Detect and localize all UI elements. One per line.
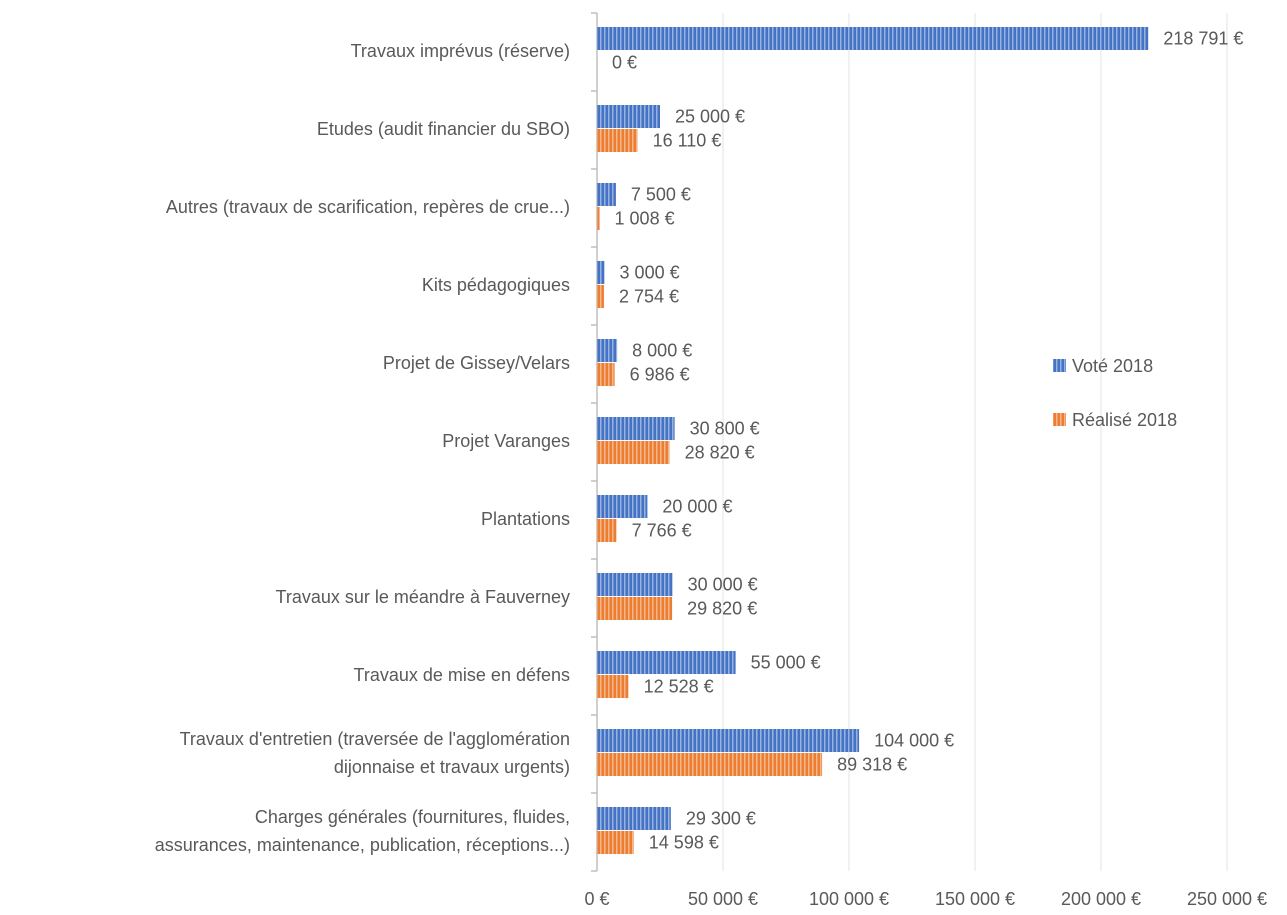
legend-swatch <box>1053 413 1066 426</box>
bar <box>597 831 634 854</box>
data-label: 8 000 € <box>632 340 692 360</box>
legend-swatch <box>1053 359 1066 372</box>
data-label: 28 820 € <box>685 442 755 462</box>
data-label: 55 000 € <box>751 652 821 672</box>
y-tick-label: Charges générales (fournitures, fluides,… <box>155 807 570 855</box>
data-label: 7 500 € <box>631 184 691 204</box>
y-tick-label: Plantations <box>481 509 570 529</box>
legend-label: Voté 2018 <box>1072 356 1153 376</box>
data-label: 20 000 € <box>662 496 732 516</box>
data-label: 89 318 € <box>837 754 907 774</box>
bar <box>597 129 638 152</box>
data-label: 218 791 € <box>1163 28 1243 48</box>
data-label: 7 766 € <box>632 520 692 540</box>
bar <box>597 183 616 206</box>
y-tick-label: Autres (travaux de scarification, repère… <box>166 197 570 217</box>
x-tick-label: 200 000 € <box>1061 889 1141 909</box>
data-label: 29 820 € <box>687 598 757 618</box>
data-label: 2 754 € <box>619 286 679 306</box>
bar <box>597 651 736 674</box>
bar <box>597 519 617 542</box>
bar <box>597 285 604 308</box>
bar <box>597 207 600 230</box>
y-tick-label: Travaux sur le méandre à Fauverney <box>276 587 570 607</box>
y-tick-label: Projet Varanges <box>442 431 570 451</box>
data-label: 16 110 € <box>653 130 722 150</box>
data-label: 3 000 € <box>620 262 680 282</box>
data-label: 30 000 € <box>688 574 758 594</box>
bar <box>597 597 673 620</box>
data-label: 104 000 € <box>874 730 954 750</box>
x-tick-label: 0 € <box>584 889 609 909</box>
data-label: 6 986 € <box>630 364 690 384</box>
x-tick-label: 50 000 € <box>688 889 758 909</box>
x-tick-label: 100 000 € <box>809 889 889 909</box>
data-label: 30 800 € <box>690 418 760 438</box>
bar <box>597 675 629 698</box>
bar <box>597 417 675 440</box>
data-label: 14 598 € <box>649 832 719 852</box>
y-tick-label: Projet de Gissey/Velars <box>383 353 570 373</box>
data-label: 12 528 € <box>644 676 714 696</box>
x-tick-label: 150 000 € <box>935 889 1015 909</box>
legend-label: Réalisé 2018 <box>1072 410 1177 430</box>
x-tick-label: 250 000 € <box>1187 889 1267 909</box>
bar <box>597 261 605 284</box>
bar <box>597 105 660 128</box>
y-tick-label: Travaux imprévus (réserve) <box>351 41 570 61</box>
bar <box>597 573 673 596</box>
y-tick-label: Etudes (audit financier du SBO) <box>317 119 570 139</box>
data-label: 0 € <box>612 52 637 72</box>
bar <box>597 729 860 752</box>
data-label: 1 008 € <box>615 208 675 228</box>
y-tick-label: Travaux de mise en défens <box>354 665 570 685</box>
bar <box>597 807 671 830</box>
y-tick-label: Travaux d'entretien (traversée de l'aggl… <box>180 729 570 777</box>
data-label: 29 300 € <box>686 808 756 828</box>
bar <box>597 27 1149 50</box>
bar <box>597 441 670 464</box>
bar <box>597 363 615 386</box>
y-tick-label: Kits pédagogiques <box>422 275 570 295</box>
bar <box>597 495 648 518</box>
data-label: 25 000 € <box>675 106 745 126</box>
bar <box>597 339 618 362</box>
bar <box>597 753 823 776</box>
